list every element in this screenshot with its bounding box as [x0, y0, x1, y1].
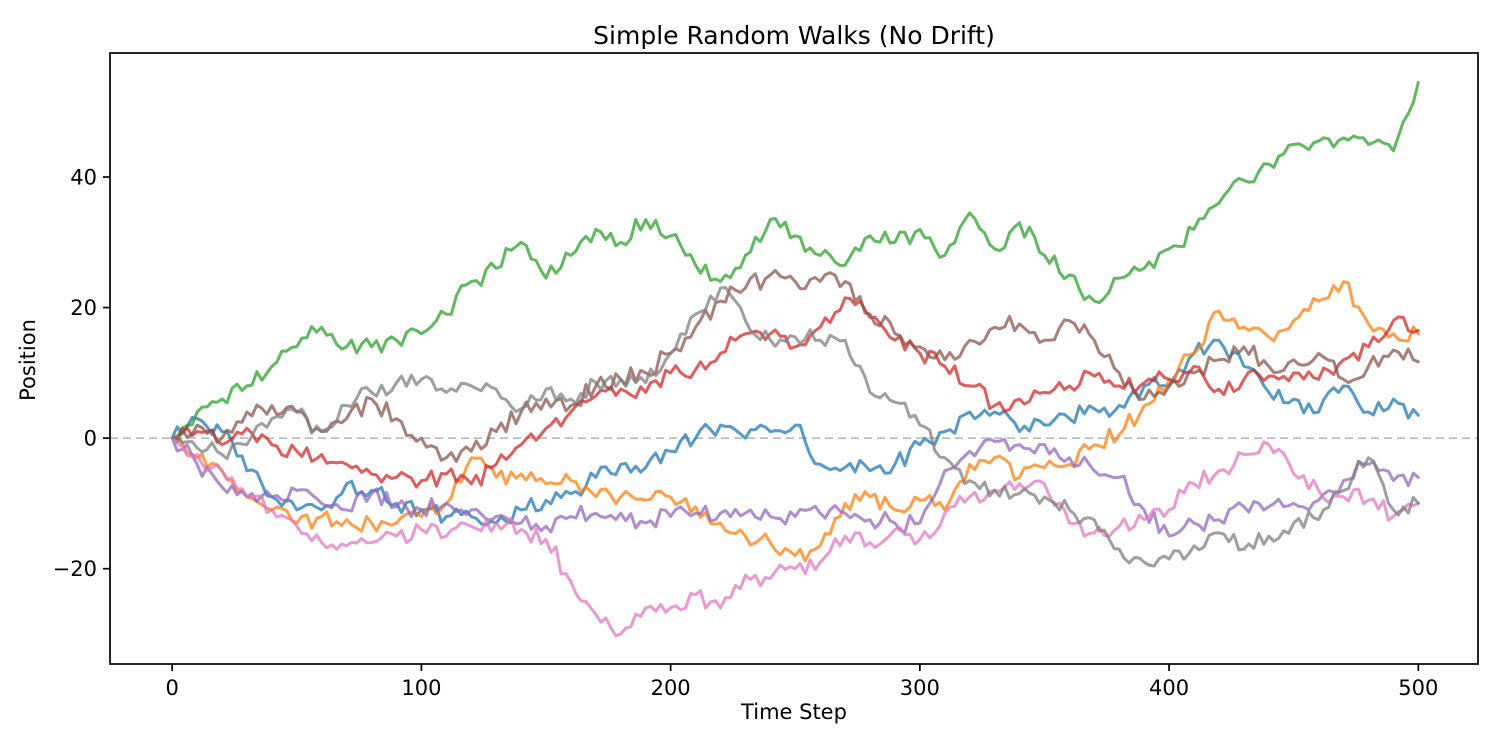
plot-area: [110, 53, 1478, 664]
x-tick-label: 200: [651, 676, 691, 700]
x-tick-label: 500: [1398, 676, 1438, 700]
x-tick-label: 0: [165, 676, 178, 700]
x-tick-label: 100: [401, 676, 441, 700]
series-line-walk-8: [170, 286, 1420, 568]
x-tick-label: 300: [900, 676, 940, 700]
series-line-walk-2: [170, 280, 1420, 563]
y-tick-label: 0: [84, 427, 97, 451]
series-line-walk-6: [170, 269, 1420, 463]
series-line-walk-4: [170, 296, 1420, 489]
y-tick-label: 40: [70, 166, 97, 190]
y-axis-label: Position: [16, 319, 40, 401]
series-line-walk-5: [170, 436, 1420, 538]
x-tick-label: 400: [1149, 676, 1189, 700]
series-line-walk-1: [170, 338, 1420, 527]
series-line-walk-3: [170, 80, 1420, 440]
y-tick-label: −20: [53, 557, 97, 581]
x-axis-label: Time Step: [741, 700, 847, 724]
series-line-walk-7: [170, 436, 1420, 638]
chart-title: Simple Random Walks (No Drift): [593, 21, 995, 50]
y-tick-label: 20: [70, 296, 97, 320]
plot-border: [109, 52, 1479, 665]
